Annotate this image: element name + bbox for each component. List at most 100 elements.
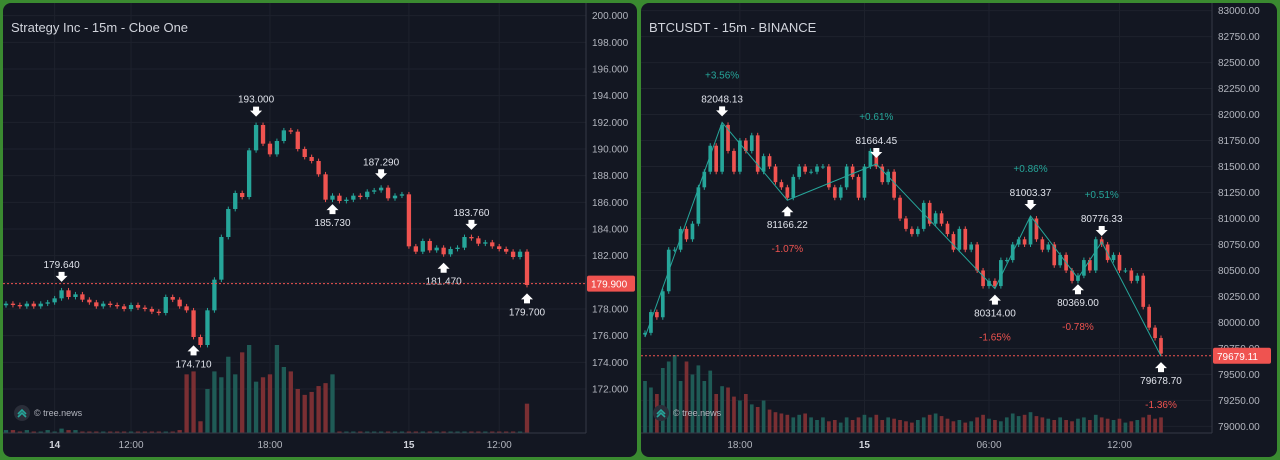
volume-bar	[868, 417, 873, 433]
volume-bar	[469, 431, 474, 433]
candle	[233, 190, 238, 212]
y-tick-label: 198.000	[592, 38, 629, 49]
volume-bar	[981, 414, 985, 433]
candle	[413, 243, 419, 255]
candle	[957, 226, 962, 253]
candle	[927, 200, 932, 227]
volume-bar	[963, 422, 968, 433]
y-tick-label: 79250.00	[1218, 396, 1260, 407]
volume-bar	[101, 431, 106, 433]
candle	[655, 309, 659, 320]
candle	[898, 195, 902, 222]
candle	[856, 174, 861, 201]
candle	[1123, 267, 1128, 274]
candle	[441, 245, 446, 257]
candle	[844, 163, 849, 190]
candle	[921, 200, 926, 232]
volume-bar	[767, 409, 772, 433]
volume-bar	[170, 431, 175, 433]
candle	[1135, 273, 1140, 284]
volume-bar	[10, 430, 16, 433]
volume-bar	[945, 418, 950, 433]
volume-bar	[510, 431, 516, 433]
y-tick-label: 83000.00	[1218, 6, 1260, 17]
y-tick-label: 192.000	[592, 118, 629, 129]
volume-bar	[156, 431, 161, 433]
candle	[672, 247, 677, 253]
volume-bar	[420, 431, 425, 433]
watermark: © tree.news	[14, 405, 83, 421]
volume-bar	[330, 374, 335, 433]
volume-bar	[803, 413, 807, 433]
candle	[295, 129, 300, 152]
y-tick-label: 82750.00	[1218, 32, 1260, 43]
volume-bar	[696, 365, 701, 433]
volume-bar	[987, 418, 991, 433]
volume-bar	[184, 374, 189, 433]
candle	[163, 294, 168, 316]
candle	[372, 187, 377, 195]
volume-bar	[413, 431, 419, 433]
volume-bar	[497, 431, 502, 433]
candle	[191, 307, 196, 340]
swing-high-label: 82048.13	[701, 94, 743, 105]
swing-low-label: 80369.00	[1057, 298, 1099, 309]
candle	[170, 294, 175, 303]
y-tick-label: 81000.00	[1218, 214, 1260, 225]
y-tick-label: 80000.00	[1218, 318, 1260, 329]
candle	[156, 309, 161, 316]
candle	[455, 245, 460, 252]
volume-bar	[114, 431, 120, 433]
swing-annotation: 179.640	[43, 260, 80, 282]
candle	[10, 301, 16, 308]
candle	[212, 277, 217, 313]
candle	[274, 138, 280, 157]
y-tick-label: 80750.00	[1218, 240, 1260, 251]
candle	[510, 249, 516, 260]
arrow-down-icon	[1095, 225, 1108, 236]
volume-bar	[874, 414, 879, 433]
y-tick-label: 200.000	[592, 11, 629, 22]
candle	[38, 301, 43, 309]
swing-annotation: 193.000	[238, 95, 275, 117]
candlestick-chart-btc[interactable]: 82048.13 +3.56% 81166.22 -1.07% 81664.45 +0.6…	[641, 3, 1277, 457]
candle	[761, 153, 766, 175]
volume-bar	[17, 431, 23, 433]
candle	[749, 132, 754, 154]
candle	[177, 297, 182, 309]
volume-bar	[344, 431, 349, 433]
candle	[434, 245, 439, 253]
candle	[1153, 325, 1157, 341]
volume-bar	[732, 396, 736, 433]
volume-bar	[1135, 420, 1140, 433]
volume-bar	[1129, 421, 1134, 433]
candle	[80, 291, 85, 303]
chart-panel-mstr[interactable]: 179.640 174.710 193.000 185.730 187.290 181.4…	[3, 3, 637, 457]
volume-bar	[66, 430, 71, 433]
y-tick-label: 80250.00	[1218, 292, 1260, 303]
candle	[260, 122, 266, 147]
volume-bar	[1111, 420, 1116, 433]
candlestick-chart-mstr[interactable]: 179.640 174.710 193.000 185.730 187.290 181.4…	[3, 3, 637, 457]
volume-bar	[749, 404, 754, 433]
swing-low-label: 185.730	[314, 218, 351, 229]
candle	[951, 231, 956, 253]
current-price-label: 179.900	[591, 280, 628, 291]
volume-bar	[163, 431, 168, 433]
volume-bar	[135, 431, 141, 433]
chart-panel-btc[interactable]: 82048.13 +3.56% 81166.22 -1.07% 81664.45 +0.6…	[641, 3, 1277, 457]
watermark-text: © tree.news	[34, 408, 83, 418]
x-tick-label: 12:00	[487, 440, 512, 451]
candle	[219, 234, 224, 283]
candle	[850, 163, 855, 180]
swing-pct-label: -1.07%	[772, 244, 804, 255]
volume-bar	[1082, 417, 1086, 433]
candle	[344, 197, 349, 204]
arrow-up-icon	[326, 204, 339, 215]
volume-bar	[524, 403, 530, 433]
volume-bar	[87, 431, 92, 433]
volume-bar	[957, 420, 962, 433]
volume-bar	[1052, 420, 1057, 433]
y-tick-label: 196.000	[592, 65, 629, 76]
volume-bar	[59, 428, 64, 433]
